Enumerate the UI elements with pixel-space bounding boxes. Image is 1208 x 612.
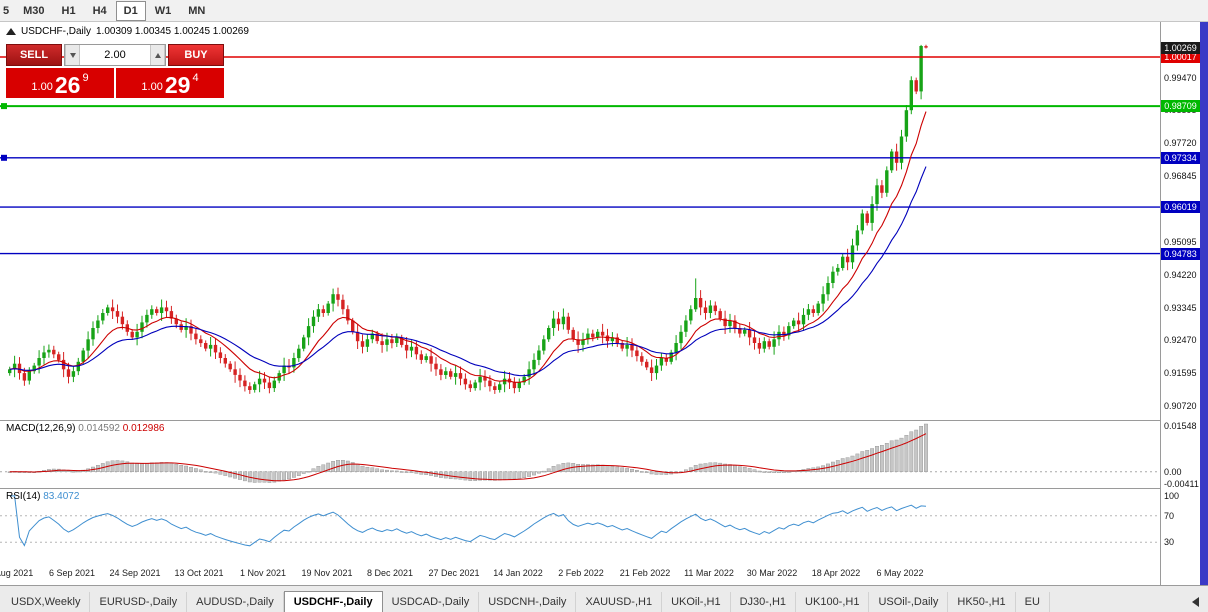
- date-axis-label: 19 Nov 2021: [301, 568, 353, 578]
- date-axis-label: 18 Apr 2022: [811, 568, 861, 578]
- chart-tab-eurusd-daily[interactable]: EURUSD-,Daily: [90, 592, 188, 612]
- date-axis-label: 27 Dec 2021: [428, 568, 480, 578]
- ask-superscript: 4: [192, 72, 199, 84]
- chart-title: USDCHF-,Daily 1.00309 1.00345 1.00245 1.…: [6, 26, 249, 37]
- trade-panel-toggle-icon[interactable]: [6, 28, 16, 35]
- green-line-badge: 0.98709: [1161, 100, 1200, 113]
- blue-line-badge: 0.94783: [1161, 247, 1200, 260]
- date-axis-label: 24 Sep 2021: [109, 568, 161, 578]
- volume-box: 2.00: [64, 44, 166, 66]
- price-axis-label: 0.91595: [1164, 368, 1197, 379]
- timeframe-toolbar: 5 M30 H1 H4 D1 W1 MN: [0, 0, 1208, 22]
- date-axis-label: 14 Jan 2022: [493, 568, 543, 578]
- price-axis-label: 0.96845: [1164, 171, 1197, 182]
- chart-tab-audusd-daily[interactable]: AUDUSD-,Daily: [187, 592, 284, 612]
- timeframe-button-H4[interactable]: H4: [92, 4, 107, 17]
- rsi-indicator-label: RSI(14) 83.4072: [6, 491, 80, 502]
- price-axis-label: 0.92470: [1164, 335, 1197, 346]
- chart-tab-usdcad-daily[interactable]: USDCAD-,Daily: [383, 592, 480, 612]
- date-axis-label: 1 Nov 2021: [239, 568, 287, 578]
- bid-big-digits: 26: [54, 72, 81, 98]
- price-axis-label: 0.99470: [1164, 72, 1197, 83]
- date-axis-label: 21 Feb 2022: [619, 568, 671, 578]
- timeframe-button-H1[interactable]: H1: [61, 4, 76, 17]
- timeframe-button-D1[interactable]: D1: [115, 0, 146, 21]
- chart-ohlc-label: 1.00309 1.00345 1.00245 1.00269: [96, 26, 249, 37]
- date-axis-label: 2 Feb 2022: [558, 568, 604, 578]
- rsi-axis-label: 100: [1164, 490, 1180, 501]
- volume-field[interactable]: 2.00: [104, 49, 126, 61]
- price-axis-label: 0.90720: [1164, 401, 1197, 412]
- chevron-up-icon: [154, 52, 161, 58]
- macd-axis-label: 0.01548: [1164, 420, 1197, 431]
- rsi-axis-label: 30: [1164, 537, 1175, 548]
- rsi-axis-label: 70: [1164, 510, 1175, 521]
- chart-tab-eu[interactable]: EU: [1016, 592, 1050, 612]
- date-axis-label: 6 Sep 2021: [48, 568, 96, 578]
- buy-button[interactable]: BUY: [168, 44, 224, 66]
- volume-increase-button[interactable]: [150, 45, 165, 65]
- current-price-badge: 1.00269: [1161, 41, 1200, 54]
- volume-decrease-button[interactable]: [65, 45, 80, 65]
- date-axis-label: 13 Oct 2021: [174, 568, 224, 578]
- ask-price-display[interactable]: 1.00 29 4: [116, 68, 224, 98]
- timeframe-button-5[interactable]: 5: [3, 4, 10, 17]
- chart-tabbar: USDX,Weekly EURUSD-,Daily AUDUSD-,Daily USD…: [0, 585, 1208, 612]
- macd-axis-label: -0.00411: [1164, 478, 1199, 489]
- price-axis-label: 0.97720: [1164, 138, 1197, 149]
- chart-tab-usdcnh-daily[interactable]: USDCNH-,Daily: [479, 592, 577, 612]
- chart-canvas[interactable]: [0, 0, 1200, 585]
- timeframe-button-M30[interactable]: M30: [23, 4, 45, 17]
- blue-line-badge: 0.97334: [1161, 151, 1200, 164]
- sell-button[interactable]: SELL: [6, 44, 62, 66]
- chart-tab-usoil-daily[interactable]: USOil-,Daily: [869, 592, 949, 612]
- bid-prefix: 1.00: [31, 81, 53, 93]
- date-axis-label: 18 Aug 2021: [0, 568, 34, 578]
- one-click-trading-panel: SELL 2.00 BUY 1.00 26 9 1.00 29 4: [6, 44, 224, 98]
- chart-symbol-label: USDCHF-,Daily: [21, 26, 91, 37]
- date-axis-label: 8 Dec 2021: [366, 568, 414, 578]
- timeframe-button-MN[interactable]: MN: [188, 4, 206, 17]
- blue-line-badge: 0.96019: [1161, 201, 1200, 214]
- chart-tab-dj30-h1[interactable]: DJ30-,H1: [731, 592, 797, 612]
- date-axis[interactable]: 18 Aug 2021 6 Sep 2021 24 Sep 2021 13 Oct 2…: [0, 562, 1160, 585]
- price-axis-label: 0.94220: [1164, 269, 1197, 280]
- date-axis-label: 30 Mar 2022: [746, 568, 798, 578]
- chart-tab-ukoil-h1[interactable]: UKOil-,H1: [662, 592, 731, 612]
- macd-indicator-label: MACD(12,26,9) 0.014592 0.012986: [6, 423, 165, 434]
- price-axis[interactable]: 0.994700.985950.977200.968450.959700.950…: [1161, 0, 1200, 585]
- chevron-down-icon: [69, 52, 76, 58]
- red-line-badge: 1.00017: [1161, 51, 1200, 64]
- chart-tab-usdchf-daily[interactable]: USDCHF-,Daily: [283, 591, 383, 612]
- date-axis-label: 11 Mar 2022: [684, 568, 734, 578]
- macd-axis-label: 0.00: [1164, 466, 1182, 477]
- date-axis-label: 6 May 2022: [876, 568, 924, 578]
- price-axis-label: 0.93345: [1164, 302, 1197, 313]
- tab-scroll-left-icon: [1192, 597, 1199, 607]
- bid-superscript: 9: [82, 72, 89, 84]
- chart-tab-xauusd-h1[interactable]: XAUUSD-,H1: [576, 592, 663, 612]
- chart-tab-uk100-h1[interactable]: UK100-,H1: [796, 592, 870, 612]
- window-edge: [1200, 22, 1208, 585]
- ask-big-digits: 29: [164, 72, 191, 98]
- bid-price-display[interactable]: 1.00 26 9: [6, 68, 114, 98]
- tab-scroll-left-button[interactable]: [1185, 592, 1206, 612]
- chart-tab-usdx-weekly[interactable]: USDX,Weekly: [2, 592, 91, 612]
- ask-prefix: 1.00: [141, 81, 163, 93]
- chart-tab-hk50-h1[interactable]: HK50-,H1: [948, 592, 1016, 612]
- price-axis-label: 0.95095: [1164, 236, 1197, 247]
- timeframe-button-W1[interactable]: W1: [154, 4, 172, 17]
